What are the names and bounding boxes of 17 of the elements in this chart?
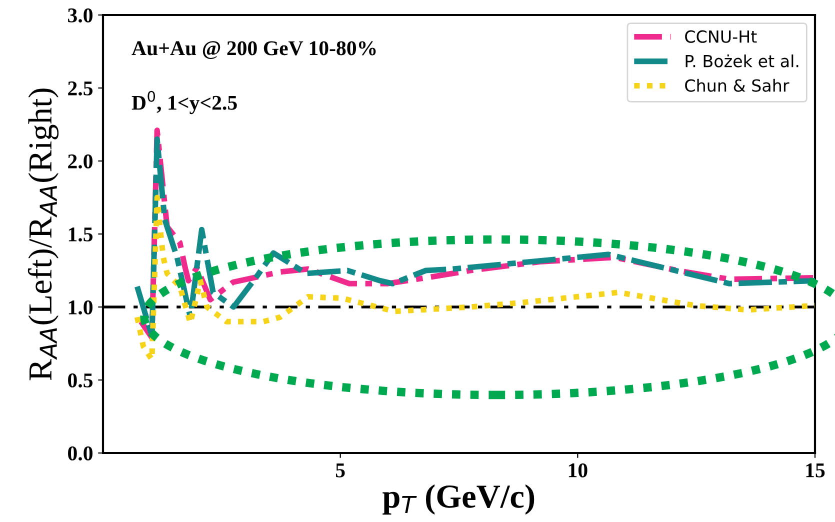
y-tick-label: 2.5 — [68, 81, 93, 96]
annotation: Au+Au @ 200 GeV 10-80% — [132, 41, 376, 60]
x-axis-title: p$_{T}$ (GeV/c) — [382, 484, 534, 515]
x-tick-label: 10 — [568, 463, 588, 478]
y-tick-label: 2.0 — [68, 154, 92, 169]
legend-label: CCNU-Ht — [685, 30, 757, 43]
annotation: D$^{0}$, 1<y<2.5 — [132, 90, 237, 114]
y-tick-label: 1.5 — [68, 227, 93, 242]
y-tick-label: 3.0 — [68, 8, 92, 23]
x-tick-label: 15 — [806, 463, 825, 478]
x-tick-label: 5 — [336, 464, 345, 478]
y-tick-label: 1.0 — [68, 300, 92, 315]
y-tick-label: 0.5 — [68, 373, 93, 388]
y-tick-label: 0.0 — [68, 446, 92, 461]
legend-label: Chun & Sahr — [685, 78, 790, 92]
legend-label: P. Bożek et al. — [686, 54, 798, 68]
y-axis-title: R$_{AA}$(Left)/R$_{AA}$(Right) — [28, 88, 59, 380]
